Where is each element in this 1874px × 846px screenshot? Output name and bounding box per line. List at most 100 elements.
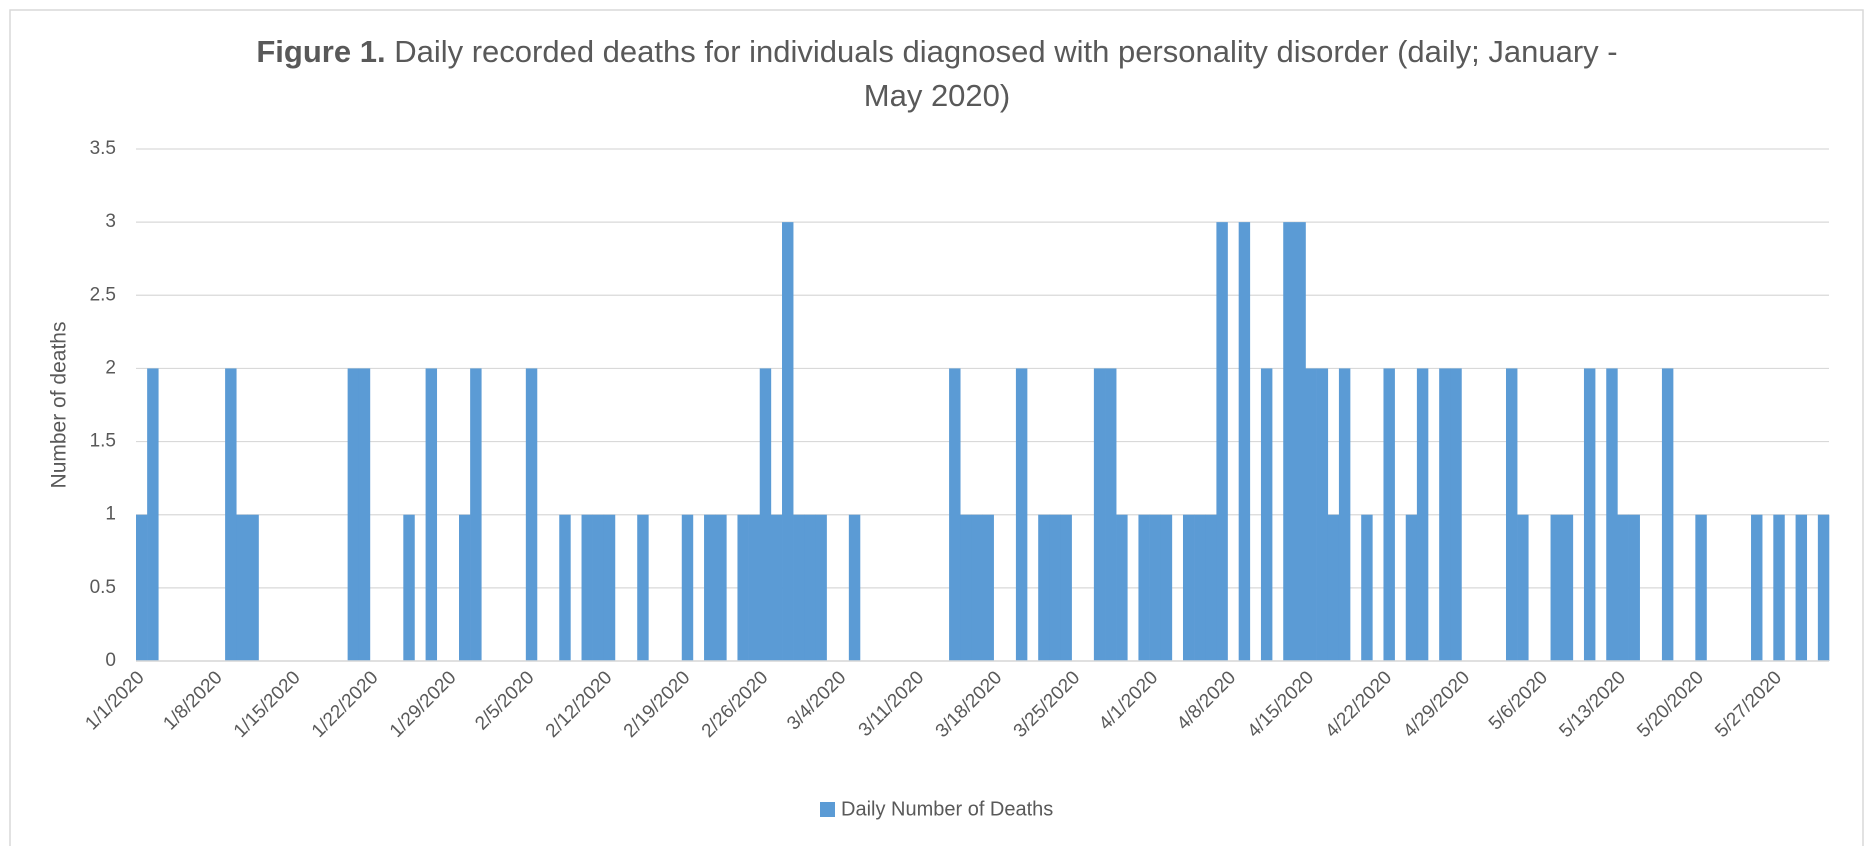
- bar: [1238, 222, 1251, 661]
- y-tick-label: 0.5: [90, 577, 116, 598]
- bar: [1751, 514, 1763, 661]
- bar: [1505, 368, 1518, 661]
- bar: [1361, 514, 1373, 661]
- bar: [737, 514, 749, 661]
- bar: [1695, 514, 1707, 661]
- legend-swatch: [820, 802, 835, 817]
- title-text: Daily recorded deaths for individuals di…: [394, 34, 1618, 113]
- bar: [1316, 368, 1329, 661]
- bar: [559, 514, 571, 661]
- bar: [1182, 514, 1195, 661]
- bar: [347, 368, 360, 661]
- x-tick-label: 2/12/2020: [542, 667, 617, 742]
- x-tick-label: 4/1/2020: [1095, 667, 1162, 734]
- x-tick-label: 5/6/2020: [1485, 667, 1552, 734]
- bar: [592, 514, 605, 661]
- y-tick-label: 2: [105, 357, 116, 378]
- bar: [1416, 368, 1429, 661]
- x-tick-label: 5/13/2020: [1555, 667, 1630, 742]
- bar: [1327, 514, 1340, 661]
- bar: [1661, 368, 1674, 661]
- bar: [1606, 368, 1618, 661]
- bar: [1216, 222, 1228, 661]
- y-tick-label: 2.5: [90, 284, 116, 305]
- bar: [425, 368, 438, 661]
- bar: [782, 222, 794, 661]
- bar: [1093, 368, 1106, 661]
- x-tick-label: 2/19/2020: [620, 667, 695, 742]
- bar: [960, 514, 972, 661]
- bar: [1405, 514, 1418, 661]
- chart-title: Figure 1. Daily recorded deaths for indi…: [237, 30, 1637, 118]
- x-tick-label: 2/26/2020: [698, 667, 773, 742]
- bar: [1294, 222, 1306, 661]
- bar: [136, 514, 148, 661]
- x-tick-label: 1/15/2020: [230, 667, 305, 742]
- bar: [1205, 514, 1217, 661]
- bar: [1160, 514, 1173, 661]
- bar: [603, 514, 616, 661]
- bar: [637, 514, 649, 661]
- bar: [1383, 368, 1395, 661]
- x-tick-label: 5/20/2020: [1633, 667, 1708, 742]
- bar: [770, 514, 783, 661]
- bar: [748, 514, 761, 661]
- bar: [971, 514, 983, 661]
- bar: [581, 514, 593, 661]
- y-tick-label: 3: [105, 211, 116, 232]
- bar: [147, 368, 159, 661]
- bar: [815, 514, 827, 661]
- bar: [1116, 514, 1128, 661]
- x-tick-label: 4/29/2020: [1399, 667, 1474, 742]
- y-tick-label: 3.5: [90, 138, 116, 159]
- bar: [1283, 222, 1295, 661]
- x-tick-label: 4/15/2020: [1244, 667, 1319, 742]
- bar: [1038, 514, 1050, 661]
- bar: [1105, 368, 1117, 661]
- bar: [1060, 514, 1072, 661]
- bar: [848, 514, 861, 661]
- bar: [681, 514, 694, 661]
- bar: [1617, 514, 1629, 661]
- bar: [1260, 368, 1273, 661]
- bar: [1583, 368, 1596, 661]
- bar: [1138, 514, 1150, 661]
- bar: [1149, 514, 1162, 661]
- bar: [793, 514, 805, 661]
- bar: [1817, 514, 1830, 661]
- title-bold: Figure 1.: [256, 34, 386, 69]
- bar: [1439, 368, 1451, 661]
- x-tick-label: 3/18/2020: [932, 667, 1007, 742]
- bar: [1305, 368, 1317, 661]
- bar: [470, 368, 482, 661]
- bar: [1561, 514, 1574, 661]
- bar: [1049, 514, 1061, 661]
- chart-border: [9, 9, 1864, 846]
- bar: [403, 514, 415, 661]
- x-tick-label: 1/8/2020: [159, 667, 226, 734]
- x-tick-label: 4/8/2020: [1173, 667, 1240, 734]
- bar: [949, 368, 961, 661]
- bar: [804, 514, 816, 661]
- x-tick-label: 1/1/2020: [81, 667, 148, 734]
- x-tick-label: 1/29/2020: [386, 667, 461, 742]
- bar: [1194, 514, 1206, 661]
- x-tick-label: 3/11/2020: [855, 667, 929, 741]
- legend-label: Daily Number of Deaths: [841, 798, 1053, 820]
- y-tick-label: 1: [105, 504, 116, 525]
- bar: [1550, 514, 1562, 661]
- x-tick-label: 2/5/2020: [471, 667, 538, 734]
- bar: [247, 514, 259, 661]
- bar: [225, 368, 237, 661]
- bar: [704, 514, 716, 661]
- y-tick-label: 0: [105, 650, 116, 671]
- x-tick-label: 3/4/2020: [783, 667, 850, 734]
- bar: [236, 514, 248, 661]
- bar: [1795, 514, 1808, 661]
- x-tick-label: 5/27/2020: [1711, 667, 1786, 742]
- bar: [759, 368, 772, 661]
- x-tick-label: 3/25/2020: [1010, 667, 1085, 742]
- bar: [1450, 368, 1462, 661]
